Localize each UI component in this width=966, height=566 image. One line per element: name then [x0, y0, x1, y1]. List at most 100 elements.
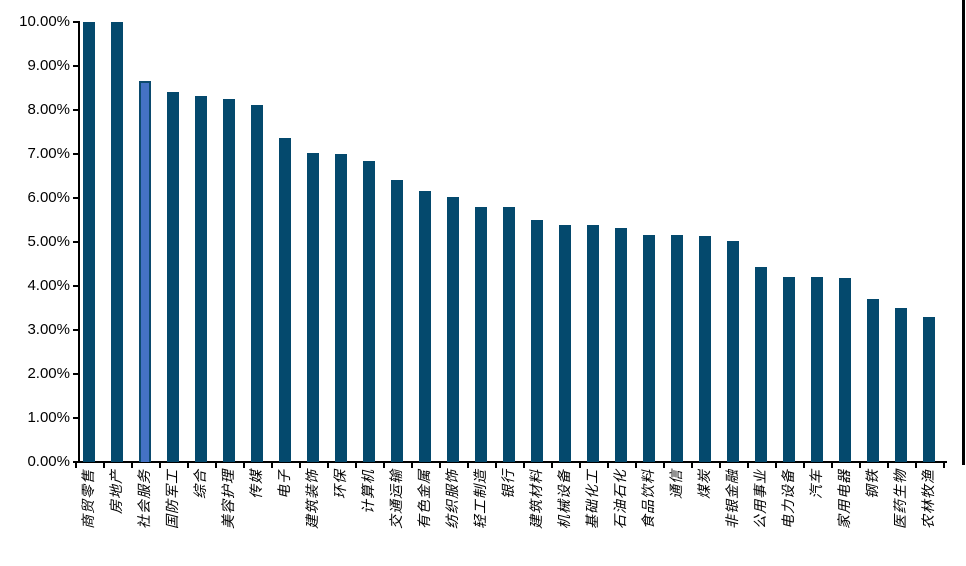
x-axis-category-label: 计算机: [360, 469, 377, 514]
x-axis-tick: [299, 462, 301, 468]
bar: [419, 191, 431, 462]
bar: [279, 138, 291, 462]
y-axis-tick: [73, 153, 79, 155]
bar: [111, 22, 123, 462]
x-axis-category-label: 石油石化: [612, 469, 629, 529]
bar: [923, 317, 935, 462]
x-axis-category-label: 银行: [500, 469, 517, 499]
bar: [615, 228, 627, 462]
x-axis-tick: [775, 462, 777, 468]
y-axis-line: [78, 21, 80, 463]
x-axis-category-label: 通信: [668, 469, 685, 499]
y-axis-tick-label: 6.00%: [27, 189, 70, 206]
x-axis-tick: [411, 462, 413, 468]
y-axis-tick-label: 8.00%: [27, 101, 70, 118]
x-axis-category-label: 建筑材料: [528, 469, 545, 529]
x-axis-tick: [747, 462, 749, 468]
x-axis-category-label: 有色金属: [416, 469, 433, 529]
y-axis-tick-label: 5.00%: [27, 233, 70, 250]
y-axis-tick: [73, 285, 79, 287]
y-axis-tick: [73, 65, 79, 67]
bar: [867, 299, 879, 462]
x-axis-tick: [551, 462, 553, 468]
x-axis-category-label: 商贸零售: [80, 469, 97, 529]
bar-highlighted: [139, 81, 151, 462]
bar: [727, 241, 739, 462]
x-axis-tick: [719, 462, 721, 468]
y-axis-tick-label: 2.00%: [27, 365, 70, 382]
bar: [391, 180, 403, 462]
y-axis-tick: [73, 241, 79, 243]
bar: [699, 236, 711, 462]
x-axis-category-label: 国防军工: [164, 469, 181, 529]
bar: [839, 278, 851, 462]
x-axis-tick: [859, 462, 861, 468]
x-axis-tick: [915, 462, 917, 468]
bar: [223, 99, 235, 462]
x-axis-category-label: 传媒: [248, 469, 265, 499]
y-axis-tick-label: 7.00%: [27, 145, 70, 162]
x-axis-category-label: 农林牧渔: [920, 469, 937, 529]
x-axis-category-label: 基础化工: [584, 469, 601, 529]
bar: [783, 277, 795, 462]
bar: [503, 207, 515, 462]
bar: [643, 235, 655, 462]
x-axis-category-label: 美容护理: [220, 469, 237, 529]
x-axis-tick: [327, 462, 329, 468]
x-axis-category-label: 机械设备: [556, 469, 573, 529]
x-axis-tick: [523, 462, 525, 468]
y-axis-tick-label: 10.00%: [19, 13, 70, 30]
x-axis-tick: [467, 462, 469, 468]
x-axis-tick: [635, 462, 637, 468]
y-axis-tick-label: 4.00%: [27, 277, 70, 294]
y-axis-tick-label: 1.00%: [27, 409, 70, 426]
x-axis-category-label: 轻工制造: [472, 469, 489, 529]
x-axis-tick: [691, 462, 693, 468]
bar: [167, 92, 179, 462]
bar: [811, 277, 823, 462]
bar: [531, 220, 543, 462]
x-axis-category-label: 电力设备: [780, 469, 797, 529]
x-axis-line: [78, 461, 947, 463]
bar: [475, 207, 487, 462]
bar: [251, 105, 263, 462]
x-axis-tick: [159, 462, 161, 468]
x-axis-category-label: 煤炭: [696, 469, 713, 499]
x-axis-category-label: 汽车: [808, 469, 825, 499]
x-axis-category-label: 交通运输: [388, 469, 405, 529]
x-axis-category-label: 房地产: [108, 469, 125, 514]
x-axis-tick: [215, 462, 217, 468]
bar: [587, 225, 599, 462]
x-axis-category-label: 综合: [192, 469, 209, 499]
bar: [755, 267, 767, 462]
x-axis-tick: [943, 462, 945, 468]
x-axis-tick: [831, 462, 833, 468]
bar: [307, 153, 319, 462]
x-axis-tick: [579, 462, 581, 468]
y-axis-tick: [73, 329, 79, 331]
y-axis-tick-label: 9.00%: [27, 57, 70, 74]
x-axis-category-label: 纺织服饰: [444, 469, 461, 529]
x-axis-tick: [355, 462, 357, 468]
x-axis-tick: [439, 462, 441, 468]
x-axis-tick: [663, 462, 665, 468]
x-axis-tick: [495, 462, 497, 468]
x-axis-tick: [607, 462, 609, 468]
x-axis-tick: [75, 462, 77, 468]
bar: [335, 154, 347, 462]
bar: [447, 197, 459, 462]
x-axis-category-label: 建筑装饰: [304, 469, 321, 529]
y-axis-tick-label: 3.00%: [27, 321, 70, 338]
bar: [671, 235, 683, 462]
x-axis-tick: [383, 462, 385, 468]
x-axis-category-label: 环保: [332, 469, 349, 499]
x-axis-category-label: 食品饮料: [640, 469, 657, 529]
y-axis-tick: [73, 109, 79, 111]
y-axis-tick: [73, 417, 79, 419]
bar: [895, 308, 907, 462]
x-axis-tick: [887, 462, 889, 468]
bar: [195, 96, 207, 462]
bar: [363, 161, 375, 462]
x-axis-category-label: 钢铁: [864, 469, 881, 499]
